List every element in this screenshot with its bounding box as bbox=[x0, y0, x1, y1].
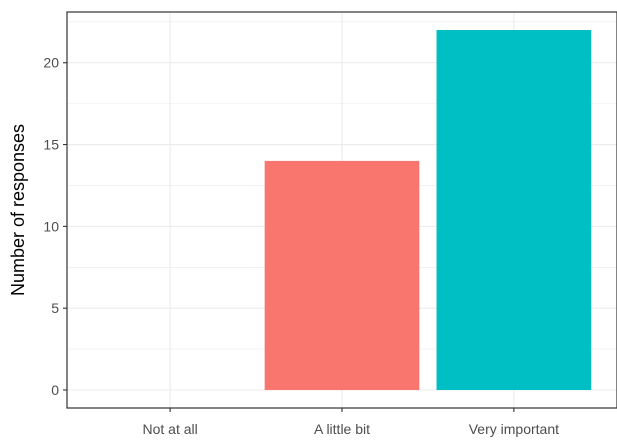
x-tick-label: Very important bbox=[469, 421, 559, 437]
y-axis-title: Number of responses bbox=[8, 124, 28, 296]
bars bbox=[264, 30, 592, 390]
y-tick-label: 5 bbox=[51, 300, 59, 316]
y-tick-label: 20 bbox=[43, 55, 59, 71]
x-tick-label: Not at all bbox=[143, 421, 198, 437]
y-tick-label: 0 bbox=[51, 382, 59, 398]
bar-very-important bbox=[436, 30, 592, 390]
bar-a-little-bit bbox=[264, 160, 420, 390]
axes: 0 5 10 15 20 Not at all A little bit Very impor… bbox=[43, 55, 559, 437]
y-tick-label: 10 bbox=[43, 218, 59, 234]
y-tick-label: 15 bbox=[43, 137, 59, 153]
x-tick-label: A little bit bbox=[314, 421, 370, 437]
